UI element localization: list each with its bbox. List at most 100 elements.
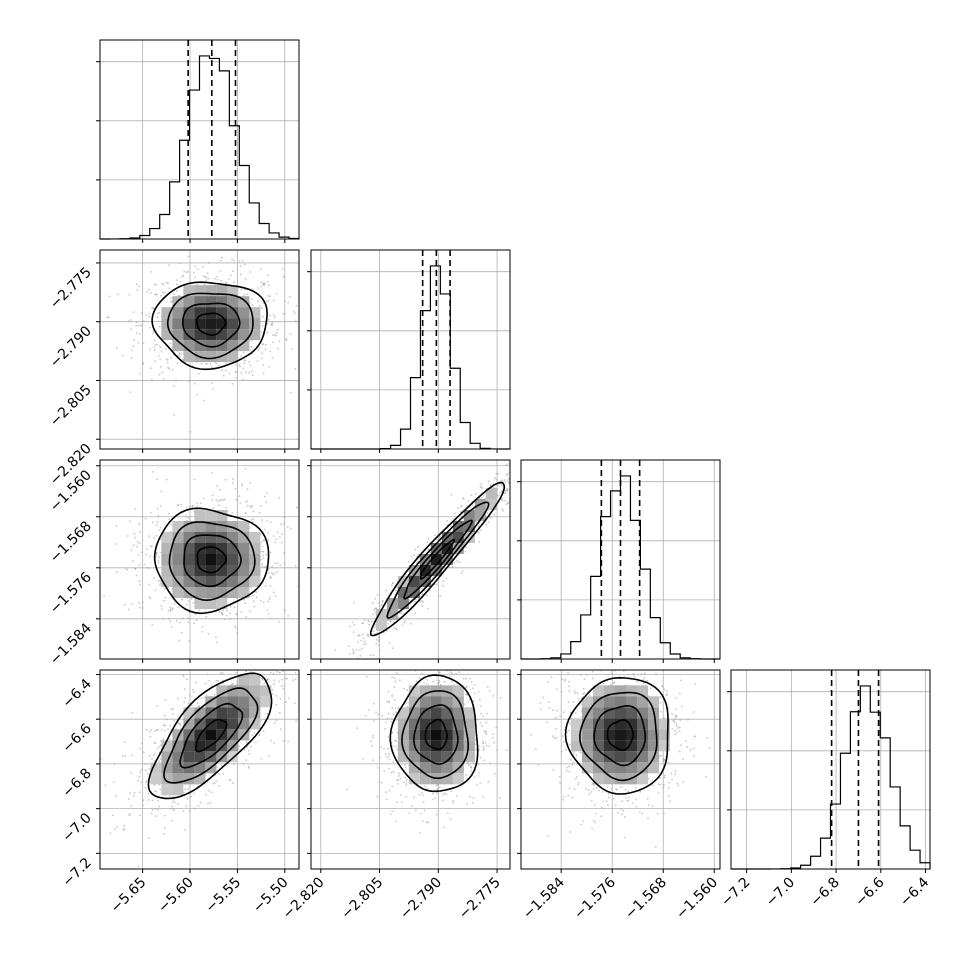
scatter-point — [283, 684, 286, 687]
contour-3-1-1 — [413, 704, 459, 765]
density-cell — [216, 532, 228, 543]
scatter-point — [383, 770, 386, 772]
scatter-point — [469, 677, 471, 680]
scatter-point — [223, 498, 226, 501]
scatter-point — [177, 722, 180, 725]
scatter-point — [160, 490, 163, 493]
scatter-point — [518, 472, 520, 474]
density-cell — [183, 307, 195, 319]
scatter-point — [239, 502, 242, 505]
scatter-point — [394, 739, 397, 741]
scatter-point — [130, 772, 132, 774]
scatter-point — [405, 795, 407, 798]
scatter-point — [451, 566, 454, 568]
scatter-point — [313, 682, 315, 684]
scatter-point — [489, 661, 491, 663]
scatter-point — [370, 740, 373, 742]
scatter-point — [220, 612, 223, 614]
scatter-point — [482, 740, 484, 742]
scatter-point — [159, 584, 162, 586]
scatter-point — [373, 702, 375, 705]
pair-frame-1-0 — [99, 249, 300, 450]
scatter-point — [372, 759, 375, 761]
scatter-point — [288, 697, 291, 700]
scatter-point — [485, 731, 487, 734]
scatter-point — [423, 809, 426, 812]
scatter-point — [307, 376, 309, 378]
scatter-point — [176, 290, 179, 292]
scatter-point — [158, 311, 161, 314]
density-cell — [216, 285, 228, 297]
density-cell — [183, 285, 195, 297]
scatter-point — [133, 794, 135, 797]
scatter-point — [139, 606, 141, 609]
scatter-point — [250, 339, 253, 342]
histogram-0 — [99, 55, 300, 240]
scatter-point — [451, 680, 454, 683]
scatter-point — [283, 551, 285, 554]
scatter-point — [282, 312, 285, 315]
scatter-point — [286, 664, 288, 666]
scatter-point — [446, 520, 449, 522]
scatter-point — [196, 283, 199, 286]
scatter-point — [401, 624, 404, 627]
scatter-point — [266, 520, 269, 522]
scatter-point — [222, 609, 225, 612]
scatter-point — [281, 268, 284, 270]
density-cell — [249, 543, 261, 554]
scatter-point — [367, 709, 370, 711]
scatter-point — [278, 620, 280, 623]
contour-3-0-2 — [163, 687, 259, 784]
scatter-point — [181, 275, 184, 278]
scatter-point — [164, 348, 167, 350]
scatter-point — [278, 680, 280, 683]
scatter-point — [460, 504, 463, 507]
scatter-point — [403, 687, 406, 690]
scatter-point — [392, 745, 394, 748]
density-cell — [216, 543, 228, 554]
scatter-point — [138, 522, 141, 525]
scatter-point — [395, 589, 397, 592]
scatter-point — [427, 607, 429, 610]
scatter-point — [421, 673, 424, 675]
scatter-point — [204, 682, 207, 685]
density-cell — [194, 565, 206, 576]
scatter-point — [384, 721, 387, 724]
scatter-point — [153, 307, 155, 309]
density-cell — [441, 762, 453, 774]
density-cell — [430, 751, 442, 763]
density-cell — [238, 318, 250, 330]
scatter-point — [187, 617, 190, 619]
density-cell — [463, 729, 475, 741]
scatter-point — [173, 809, 176, 812]
scatter-point — [248, 753, 251, 755]
density-cell — [452, 707, 464, 719]
scatter-point — [387, 755, 390, 757]
density-cell — [408, 576, 420, 587]
density-cell — [194, 587, 206, 598]
scatter-point — [266, 274, 269, 277]
scatter-point — [139, 333, 141, 335]
scatter-point — [260, 519, 263, 521]
scatter-point — [188, 640, 191, 643]
density-cell — [249, 696, 261, 708]
scatter-point — [376, 767, 379, 769]
density-cell — [397, 740, 409, 752]
scatter-point — [258, 512, 261, 514]
scatter-point — [373, 609, 376, 612]
scatter-point — [151, 624, 154, 626]
scatter-point — [246, 655, 248, 657]
scatter-point — [482, 745, 484, 748]
scatter-point — [523, 462, 525, 464]
scatter-point — [395, 711, 397, 714]
scatter-point — [217, 504, 220, 506]
scatter-point — [169, 724, 172, 727]
scatter-point — [177, 697, 179, 700]
scatter-point — [115, 525, 118, 528]
scatter-point — [421, 820, 424, 823]
scatter-point — [137, 342, 140, 344]
scatter-point — [357, 660, 359, 662]
scatter-point — [275, 719, 278, 722]
scatter-point — [172, 708, 175, 710]
scatter-point — [113, 828, 116, 831]
